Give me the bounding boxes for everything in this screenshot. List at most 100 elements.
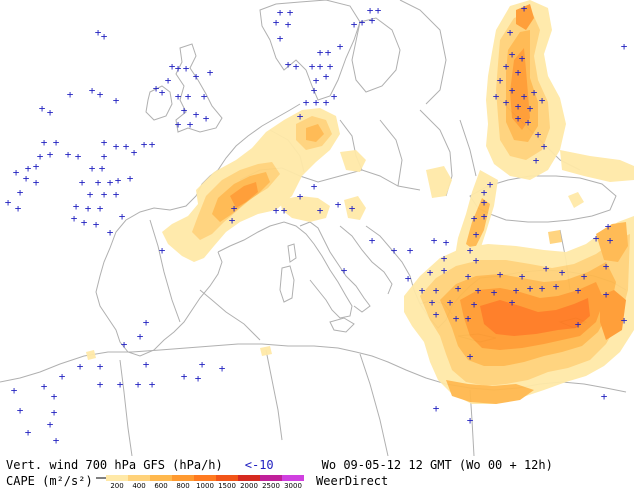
vertical-wind-marker: + — [369, 14, 376, 27]
scale-tick-label: 1000 — [196, 482, 214, 489]
vertical-wind-marker: + — [187, 118, 194, 131]
vertical-wind-marker: + — [37, 150, 44, 163]
vertical-wind-marker: + — [33, 160, 40, 173]
vertical-wind-marker: + — [325, 46, 332, 59]
product-label: Vert. wind 700 hPa GFS (hPa/h) — [6, 458, 223, 472]
valid-time-label: Wo 09-05-12 12 GMT (Wo 00 + 12h) — [321, 458, 553, 472]
vertical-wind-marker: + — [391, 244, 398, 257]
vertical-wind-marker: + — [453, 312, 460, 325]
vertical-wind-marker: + — [331, 90, 338, 103]
vertical-wind-marker: + — [335, 198, 342, 211]
vertical-wind-marker: + — [465, 312, 472, 325]
vertical-wind-marker: + — [285, 18, 292, 31]
scale-tick-label: 2000 — [240, 482, 258, 489]
vertical-wind-marker: + — [39, 102, 46, 115]
scale-swatch — [106, 475, 128, 481]
vertical-wind-marker: + — [359, 16, 366, 29]
vertical-wind-marker: + — [467, 350, 474, 363]
vertical-wind-marker: + — [219, 362, 226, 375]
vertical-wind-marker: + — [87, 188, 94, 201]
vertical-wind-marker: + — [153, 82, 160, 95]
vertical-wind-marker: + — [13, 166, 20, 179]
vertical-wind-marker: + — [367, 4, 374, 17]
vertical-wind-marker: + — [337, 40, 344, 53]
vertical-wind-marker: + — [15, 202, 22, 215]
vertical-wind-marker: + — [497, 268, 504, 281]
vertical-wind-marker: + — [509, 84, 516, 97]
vertical-wind-marker: + — [79, 176, 86, 189]
vertical-wind-marker: + — [507, 26, 514, 39]
vertical-wind-marker: + — [143, 316, 150, 329]
cape-color-scale: 200 400 600 800 1000 1500 2000 2500 3000 — [96, 475, 306, 489]
scale-swatch — [150, 475, 172, 481]
vertical-wind-marker: + — [231, 202, 238, 215]
vertical-wind-marker: + — [313, 74, 320, 87]
vertical-wind-marker: + — [533, 154, 540, 167]
vertical-wind-marker: + — [115, 174, 122, 187]
vertical-wind-marker: + — [65, 148, 72, 161]
vertical-wind-marker: + — [559, 266, 566, 279]
vertical-wind-marker: + — [481, 186, 488, 199]
scale-swatch — [172, 475, 194, 481]
vertical-wind-marker: + — [135, 378, 142, 391]
vertical-wind-marker: + — [487, 178, 494, 191]
vertical-wind-marker: + — [601, 390, 608, 403]
vertical-wind-marker: + — [575, 284, 582, 297]
vertical-wind-marker: + — [471, 212, 478, 225]
vertical-wind-marker: + — [137, 330, 144, 343]
scale-tick-label: 400 — [132, 482, 145, 489]
vertical-wind-marker: + — [59, 370, 66, 383]
vertical-wind-marker: + — [317, 46, 324, 59]
vertical-wind-marker: + — [175, 62, 182, 75]
vertical-wind-marker: + — [605, 220, 612, 233]
vertical-wind-marker: + — [75, 150, 82, 163]
vertical-wind-marker: + — [159, 86, 166, 99]
vertical-wind-marker: + — [97, 378, 104, 391]
map-legend: Vert. wind 700 hPa GFS (hPa/h) <-10 Wo 09-… — [0, 456, 634, 490]
vertical-wind-marker: + — [515, 112, 522, 125]
vertical-wind-marker: + — [11, 384, 18, 397]
vertical-wind-marker: + — [471, 298, 478, 311]
vertical-wind-marker: + — [293, 60, 300, 73]
vertical-wind-marker: + — [51, 406, 58, 419]
vertical-wind-markers: + + + + + + + + + + + + + + + + + + + + … — [5, 2, 628, 447]
vertical-wind-marker: + — [127, 172, 134, 185]
vertical-wind-marker: + — [317, 60, 324, 73]
vertical-wind-marker: + — [17, 186, 24, 199]
cape-label: CAPE (m²/s²) — [6, 474, 93, 488]
vertical-wind-marker: + — [323, 96, 330, 109]
vertical-wind-marker: + — [89, 84, 96, 97]
vertical-wind-marker: + — [101, 188, 108, 201]
vertical-wind-marker: + — [313, 96, 320, 109]
vertical-wind-marker: + — [85, 202, 92, 215]
vertical-wind-marker: + — [603, 260, 610, 273]
vertical-wind-marker: + — [433, 308, 440, 321]
vertical-wind-marker: + — [97, 360, 104, 373]
vertical-wind-marker: + — [273, 204, 280, 217]
vertical-wind-marker: + — [165, 74, 172, 87]
vertical-wind-marker: + — [503, 96, 510, 109]
vertical-wind-marker: + — [515, 100, 522, 113]
vertical-wind-marker: + — [429, 296, 436, 309]
vertical-wind-marker: + — [455, 282, 462, 295]
vertical-wind-marker: + — [473, 254, 480, 267]
vertical-wind-marker: + — [281, 204, 288, 217]
vertical-wind-marker: + — [95, 176, 102, 189]
vertical-wind-marker: + — [311, 180, 318, 193]
vertical-wind-marker: + — [297, 110, 304, 123]
vertical-wind-marker: + — [47, 148, 54, 161]
vertical-wind-marker: + — [309, 60, 316, 73]
vertical-wind-marker: + — [285, 58, 292, 71]
vertical-wind-marker: + — [113, 188, 120, 201]
vertical-wind-marker: + — [481, 210, 488, 223]
vertical-wind-marker: + — [405, 272, 412, 285]
vertical-wind-marker: + — [535, 128, 542, 141]
vertical-wind-marker: + — [107, 226, 114, 239]
vertical-wind-marker: + — [465, 270, 472, 283]
vertical-wind-marker: + — [441, 252, 448, 265]
vertical-wind-marker: + — [53, 434, 60, 447]
vertical-wind-marker: + — [419, 284, 426, 297]
vertical-wind-marker: + — [193, 70, 200, 83]
vertical-wind-marker: + — [525, 116, 532, 129]
vertical-wind-marker: + — [491, 286, 498, 299]
